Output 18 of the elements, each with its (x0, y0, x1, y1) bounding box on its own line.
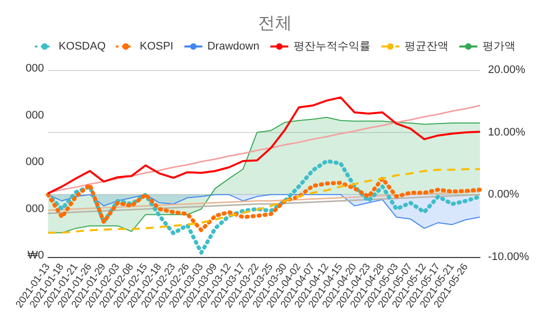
legend-label: KOSDAQ (58, 40, 106, 52)
text: 000 (26, 156, 44, 168)
text: 000 (26, 202, 44, 215)
legend-label: KOSPI (140, 40, 174, 52)
legend-label: Drawdown (207, 40, 260, 52)
legend-label: 평균잔액 (404, 40, 448, 52)
text: 000 (26, 62, 44, 74)
legend-label: 평잔누적수익률 (293, 40, 370, 52)
y-tick-label: 0.00% (488, 188, 520, 201)
line-series (47, 190, 481, 211)
text: ₩0 (28, 250, 44, 262)
text: 000 (26, 109, 44, 122)
legend-label: 평가액 (482, 40, 516, 52)
y-tick-label: 20.00% (488, 64, 526, 76)
line-series (47, 194, 481, 214)
y-tick-label: -10.00% (488, 251, 530, 263)
chart-title: 전체 (258, 14, 292, 34)
y-tick-label: 10.00% (488, 126, 526, 138)
